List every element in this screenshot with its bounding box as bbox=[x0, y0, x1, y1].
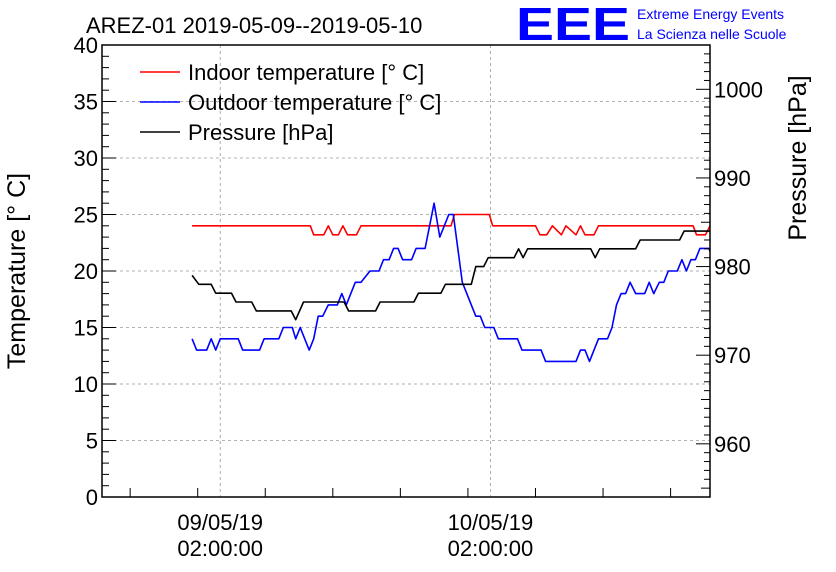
y-tick-label: 5 bbox=[86, 429, 98, 454]
y-tick-label: 35 bbox=[74, 90, 98, 115]
legend-label-1: Outdoor temperature [° C] bbox=[188, 90, 441, 115]
y-tick-label: 10 bbox=[74, 372, 98, 397]
y-tick-label: 20 bbox=[74, 259, 98, 284]
eee-logo-line2: La Scienza nelle Scuole bbox=[637, 26, 787, 42]
legend-label-0: Indoor temperature [° C] bbox=[188, 60, 424, 85]
legend: Indoor temperature [° C] Outdoor temperat… bbox=[140, 60, 441, 145]
y-tick-label: 25 bbox=[74, 203, 98, 228]
y-tick-label: 15 bbox=[74, 316, 98, 341]
y-tick-label: 0 bbox=[86, 485, 98, 510]
y2-tick-label: 990 bbox=[714, 166, 751, 191]
y2-tick-label: 970 bbox=[714, 343, 751, 368]
chart-title: AREZ-01 2019-05-09--2019-05-10 bbox=[86, 13, 422, 38]
grid bbox=[102, 45, 710, 497]
y2-tick-label: 960 bbox=[714, 432, 751, 457]
y-tick-label: 30 bbox=[74, 146, 98, 171]
eee-logo-mark: EEE bbox=[516, 0, 630, 50]
x-tick-label-time: 02:00:00 bbox=[448, 536, 534, 561]
series-line-1 bbox=[191, 202, 710, 363]
x-tick-label-time: 02:00:00 bbox=[177, 536, 263, 561]
series-group bbox=[191, 202, 710, 363]
y2-axis-label: Pressure [hPa] bbox=[784, 75, 812, 240]
x-tick-label-date: 10/05/19 bbox=[448, 510, 534, 535]
y2-tick-label: 980 bbox=[714, 255, 751, 280]
eee-logo: EEE Extreme Energy Events La Scienza nel… bbox=[516, 0, 787, 50]
y2-tick-label: 1000 bbox=[714, 77, 763, 102]
y-axis-label: Temperature [° C] bbox=[3, 173, 31, 369]
axes: 0 5 10 15 20 25 30 35 40 960 970 980 990 1000 09/05/19… bbox=[74, 33, 763, 561]
y-tick-label: 40 bbox=[74, 33, 98, 58]
legend-label-2: Pressure [hPa] bbox=[188, 120, 334, 145]
eee-logo-line1: Extreme Energy Events bbox=[637, 6, 784, 22]
series-line-0 bbox=[192, 213, 710, 236]
series-line-2 bbox=[191, 230, 710, 321]
x-tick-label-date: 09/05/19 bbox=[177, 510, 263, 535]
